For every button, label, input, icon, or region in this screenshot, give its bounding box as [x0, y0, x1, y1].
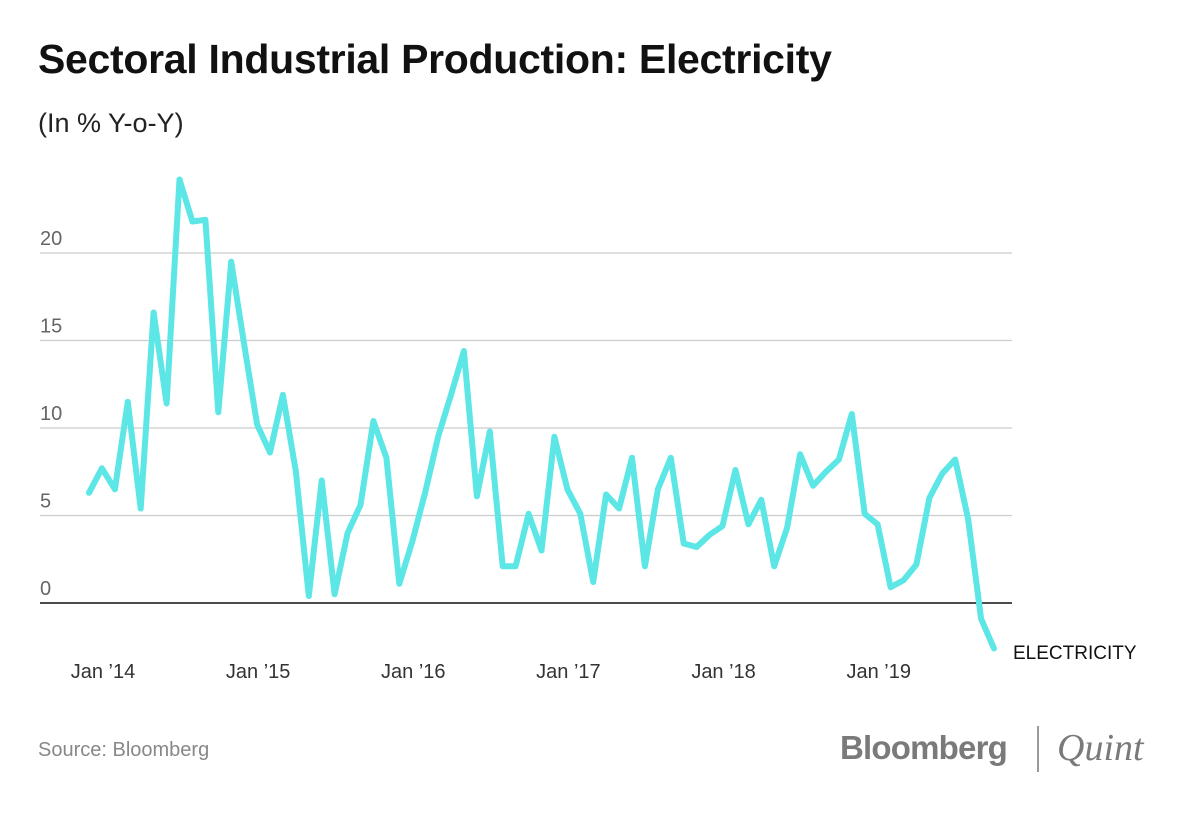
series-label-electricity: ELECTRICITY — [1013, 643, 1137, 664]
data-point — [836, 457, 842, 463]
data-point — [952, 457, 958, 463]
data-point — [112, 486, 118, 492]
chart-subtitle: (In % Y-o-Y) — [38, 108, 184, 138]
data-point — [810, 483, 816, 489]
data-point — [875, 521, 881, 527]
source-note: Source: Bloomberg — [38, 739, 210, 761]
data-point — [901, 577, 907, 583]
data-point — [500, 563, 506, 569]
data-point — [681, 541, 687, 547]
data-point — [539, 548, 545, 554]
bloomberg-logo: Bloomberg — [840, 729, 1008, 766]
data-point — [732, 467, 738, 473]
y-tick-label: 0 — [40, 578, 51, 600]
data-point — [694, 544, 700, 550]
data-point — [629, 455, 635, 461]
data-point — [383, 455, 389, 461]
data-point — [332, 591, 338, 597]
data-point — [590, 579, 596, 585]
series-layer: ELECTRICITY — [86, 176, 1137, 664]
x-tick-label: Jan ’17 — [536, 661, 601, 683]
quint-logo: Quint — [1057, 727, 1144, 769]
data-point — [448, 392, 454, 398]
data-point — [306, 593, 312, 599]
y-tick-label: 5 — [40, 491, 51, 513]
data-point — [745, 521, 751, 527]
data-point — [797, 451, 803, 457]
chart-title: Sectoral Industrial Production: Electric… — [38, 36, 832, 82]
data-point — [409, 539, 415, 545]
data-point — [551, 434, 557, 440]
data-point — [939, 471, 945, 477]
data-point — [564, 486, 570, 492]
data-point — [293, 469, 299, 475]
data-point — [771, 563, 777, 569]
data-point — [849, 411, 855, 417]
data-point — [370, 418, 376, 424]
data-point — [513, 563, 519, 569]
data-point — [655, 486, 661, 492]
data-point — [784, 525, 790, 531]
data-point — [358, 502, 364, 508]
data-point — [487, 429, 493, 435]
y-tick-label: 10 — [40, 403, 62, 425]
data-point — [461, 348, 467, 354]
y-tick-label: 15 — [40, 316, 62, 338]
data-point — [913, 562, 919, 568]
data-point — [926, 495, 932, 501]
data-point — [241, 341, 247, 347]
data-point — [228, 259, 234, 265]
data-point — [177, 177, 183, 183]
data-point — [642, 563, 648, 569]
data-point — [125, 399, 131, 405]
y-axis-ticks: 0 5 10 15 20 — [40, 228, 62, 600]
data-point — [151, 310, 157, 316]
x-tick-label: Jan ’15 — [226, 661, 291, 683]
data-point — [823, 469, 829, 475]
x-tick-label: Jan ’16 — [381, 661, 446, 683]
data-point — [435, 434, 441, 440]
data-point — [862, 511, 868, 517]
y-tick-label: 20 — [40, 228, 62, 250]
data-point — [267, 450, 273, 456]
data-point — [720, 523, 726, 529]
data-point — [215, 409, 221, 415]
data-point — [99, 465, 105, 471]
x-tick-label: Jan ’18 — [691, 661, 756, 683]
data-point — [603, 492, 609, 498]
data-point — [577, 511, 583, 517]
data-point — [888, 584, 894, 590]
data-point — [422, 490, 428, 496]
data-point — [991, 646, 997, 652]
data-point — [616, 506, 622, 512]
x-tick-label: Jan ’19 — [846, 661, 911, 683]
x-axis-ticks: Jan ’14 Jan ’15 Jan ’16 Jan ’17 Jan ’18 Jan ’… — [71, 661, 911, 683]
data-point — [474, 493, 480, 499]
data-point — [978, 616, 984, 622]
series-line-electricity — [86, 176, 997, 652]
data-point — [164, 401, 170, 407]
logo-divider — [1037, 726, 1039, 772]
gridlines — [40, 252, 1012, 604]
data-point — [526, 511, 532, 517]
data-point — [189, 219, 195, 225]
data-point — [86, 490, 92, 496]
x-tick-label: Jan ’14 — [71, 661, 136, 683]
data-point — [202, 217, 208, 223]
data-point — [965, 516, 971, 522]
data-point — [345, 530, 351, 536]
data-point — [319, 478, 325, 484]
data-point — [758, 497, 764, 503]
data-point — [668, 455, 674, 461]
data-point — [280, 392, 286, 398]
data-point — [707, 532, 713, 538]
data-point — [138, 506, 144, 512]
data-point — [254, 422, 260, 428]
data-point — [396, 581, 402, 587]
